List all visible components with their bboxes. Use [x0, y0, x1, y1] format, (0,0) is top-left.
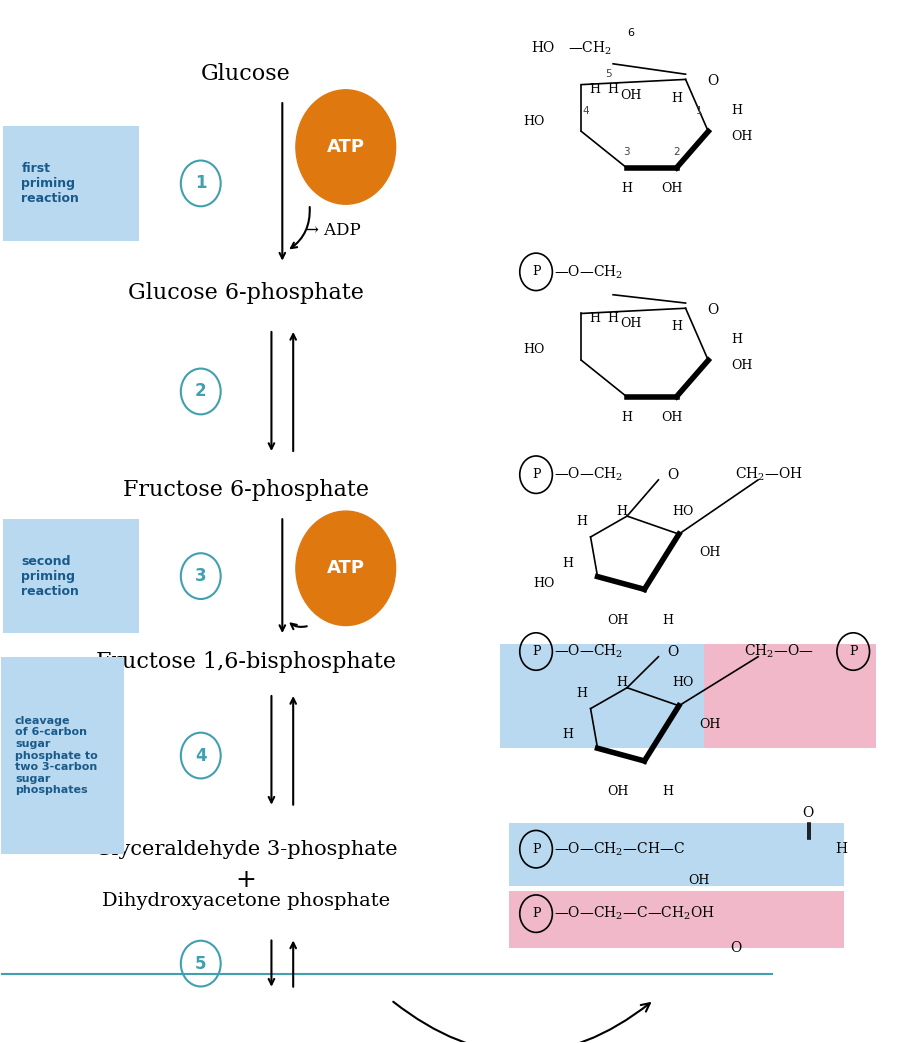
- Text: 4: 4: [195, 747, 206, 765]
- Text: $\mathregular{—O—CH_2}$: $\mathregular{—O—CH_2}$: [554, 263, 624, 281]
- Text: H: H: [662, 614, 673, 627]
- Text: H: H: [616, 676, 627, 689]
- FancyBboxPatch shape: [4, 519, 139, 633]
- Text: P: P: [532, 907, 540, 920]
- Text: H: H: [662, 785, 673, 799]
- Text: H: H: [607, 83, 619, 96]
- Text: H: H: [563, 557, 574, 569]
- FancyBboxPatch shape: [4, 126, 139, 241]
- Text: HO: HO: [524, 115, 545, 127]
- Text: $\mathregular{CH_2—O—}$: $\mathregular{CH_2—O—}$: [744, 642, 814, 660]
- Text: OH: OH: [607, 614, 628, 627]
- Text: O: O: [667, 645, 679, 658]
- Text: OH: OH: [688, 874, 710, 887]
- Text: HO: HO: [672, 505, 694, 517]
- Text: HO: HO: [531, 42, 554, 55]
- Text: second
priming
reaction: second priming reaction: [21, 555, 79, 598]
- Text: OH: OH: [731, 359, 753, 372]
- Text: P: P: [532, 843, 540, 855]
- Text: Glucose 6-phosphate: Glucose 6-phosphate: [128, 282, 364, 304]
- Text: O: O: [707, 74, 718, 89]
- Text: H: H: [589, 312, 601, 325]
- Text: P: P: [532, 645, 540, 658]
- Text: O: O: [707, 304, 718, 317]
- Text: Glucose: Glucose: [201, 64, 291, 86]
- Text: $\mathregular{—O—CH_2}$: $\mathregular{—O—CH_2}$: [554, 466, 624, 483]
- Text: $\mathregular{—CH_2}$: $\mathregular{—CH_2}$: [568, 40, 612, 57]
- Text: OH: OH: [621, 317, 642, 331]
- Text: → ADP: → ADP: [305, 591, 361, 608]
- Text: H: H: [731, 104, 742, 117]
- Circle shape: [296, 511, 395, 626]
- Text: OH: OH: [699, 718, 721, 731]
- Text: H: H: [607, 312, 619, 325]
- Text: O: O: [667, 467, 679, 482]
- Text: H: H: [621, 411, 632, 423]
- Text: Dihydroxyacetone phosphate: Dihydroxyacetone phosphate: [102, 892, 390, 911]
- Text: HO: HO: [672, 676, 694, 689]
- Text: OH: OH: [662, 183, 683, 195]
- Text: 5: 5: [195, 954, 206, 972]
- Text: → ADP: → ADP: [305, 222, 361, 239]
- Text: OH: OH: [731, 130, 753, 143]
- Text: OH: OH: [662, 411, 683, 423]
- Text: H: H: [576, 686, 587, 700]
- Circle shape: [296, 90, 395, 204]
- Text: H: H: [671, 320, 682, 334]
- Text: H: H: [616, 505, 627, 517]
- Text: ATP: ATP: [326, 559, 365, 578]
- Text: O: O: [803, 806, 814, 820]
- Text: $\mathregular{—O—CH_2—C—CH_2OH}$: $\mathregular{—O—CH_2—C—CH_2OH}$: [554, 905, 715, 922]
- Text: 6: 6: [628, 27, 634, 38]
- Text: OH: OH: [699, 547, 721, 559]
- Text: 3: 3: [624, 147, 630, 157]
- Text: P: P: [849, 645, 857, 658]
- FancyBboxPatch shape: [509, 891, 844, 948]
- Text: $\mathregular{—O—CH_2}$: $\mathregular{—O—CH_2}$: [554, 642, 624, 660]
- Text: H: H: [563, 728, 574, 742]
- Text: cleavage
of 6-carbon
sugar
phosphate to
two 3-carbon
sugar
phosphates: cleavage of 6-carbon sugar phosphate to …: [15, 715, 98, 796]
- FancyBboxPatch shape: [500, 645, 704, 748]
- Text: Glyceraldehyde 3-phosphate: Glyceraldehyde 3-phosphate: [95, 840, 397, 858]
- Text: 1: 1: [195, 174, 206, 192]
- Text: H: H: [589, 83, 601, 96]
- Text: Fructose 1,6-bisphosphate: Fructose 1,6-bisphosphate: [96, 651, 396, 673]
- Text: 3: 3: [195, 567, 206, 585]
- Text: $\mathregular{CH_2—OH}$: $\mathregular{CH_2—OH}$: [735, 466, 804, 483]
- FancyArrowPatch shape: [394, 1001, 650, 1043]
- Text: P: P: [532, 265, 540, 278]
- Text: H: H: [576, 515, 587, 528]
- Text: O: O: [730, 941, 741, 955]
- Text: 2: 2: [674, 147, 680, 157]
- Text: first
priming
reaction: first priming reaction: [21, 162, 79, 204]
- Text: H: H: [621, 183, 632, 195]
- FancyBboxPatch shape: [509, 823, 844, 886]
- Text: OH: OH: [607, 785, 628, 799]
- Text: 4: 4: [583, 105, 589, 116]
- Text: $\mathregular{—O—CH_2—CH—C}$: $\mathregular{—O—CH_2—CH—C}$: [554, 841, 685, 858]
- Text: H: H: [731, 333, 742, 346]
- FancyBboxPatch shape: [0, 657, 124, 854]
- Text: 5: 5: [605, 69, 612, 79]
- Text: H: H: [671, 92, 682, 104]
- Text: 2: 2: [195, 383, 206, 401]
- Text: ATP: ATP: [326, 138, 365, 156]
- FancyBboxPatch shape: [704, 645, 876, 748]
- Text: H: H: [835, 842, 847, 856]
- Text: 1: 1: [696, 105, 703, 116]
- Text: Fructose 6-phosphate: Fructose 6-phosphate: [123, 480, 369, 502]
- Text: +: +: [235, 869, 256, 893]
- Text: P: P: [532, 468, 540, 481]
- Text: HO: HO: [524, 343, 545, 357]
- Text: HO: HO: [533, 578, 554, 590]
- Text: OH: OH: [621, 89, 642, 101]
